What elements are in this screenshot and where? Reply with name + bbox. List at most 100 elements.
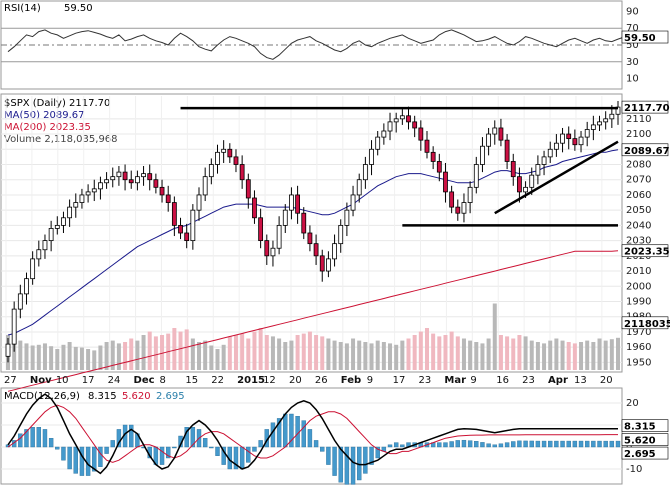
macd-hist-bar — [480, 442, 485, 448]
macd-hist-bar — [36, 427, 42, 448]
macd-hist-bar — [166, 446, 171, 459]
volume-bar — [289, 340, 294, 370]
volume-bar — [579, 342, 584, 370]
x-tick-label: 13 — [574, 375, 587, 386]
macd-hist-bar — [338, 446, 343, 483]
ma200-value-box: 2023.35 — [624, 247, 670, 258]
macd-hist-bar — [289, 413, 294, 448]
candle-down — [245, 179, 251, 199]
price-y-tick: 1970 — [626, 327, 651, 338]
macd-hist-bar — [369, 446, 374, 465]
hist-value-box: 2.695 — [624, 449, 656, 460]
candle-up — [79, 194, 85, 203]
macd-y-tick: 20 — [626, 398, 639, 409]
volume-legend: Volume 2,118,035,968 — [4, 134, 118, 145]
x-tick-label: Dec — [134, 375, 155, 386]
rsi-y-tick: 70 — [626, 23, 639, 34]
volume-bars — [6, 303, 620, 370]
macd-hist-bar — [492, 444, 497, 448]
price-y-tick: 2040 — [626, 220, 651, 231]
candle-up — [486, 133, 492, 147]
price-y-tick: 2110 — [626, 114, 651, 125]
macd-hist-bar — [498, 443, 504, 448]
macd-hist-bar — [104, 446, 109, 454]
macd-legend: MACD(12,26,9) 8.315 5.620 2.695 — [4, 391, 185, 402]
x-tick-label: 8 — [159, 375, 165, 386]
candle-up — [270, 247, 276, 257]
x-tick-label: Apr — [548, 375, 568, 386]
macd-hist-bar — [307, 429, 313, 448]
macd-hist-bar — [92, 446, 97, 472]
candlesticks — [5, 101, 621, 363]
candle-up — [467, 186, 473, 203]
volume-bar — [12, 342, 17, 370]
x-tick-label: 23 — [419, 375, 432, 386]
rsi-y-tick: 90 — [626, 6, 639, 17]
candle-up — [221, 148, 227, 153]
price-value-box-bg — [621, 100, 669, 114]
volume-bar — [455, 336, 460, 370]
macd-hist-bar — [159, 446, 165, 465]
volume-bar — [492, 303, 497, 370]
candle-up — [338, 224, 344, 245]
volume-bar — [597, 338, 602, 370]
candle-up — [326, 258, 331, 272]
macd-hist-bar — [283, 413, 288, 448]
signal-value-box-bg — [621, 433, 669, 446]
volume-bar — [542, 343, 547, 370]
ma200-legend: MA(200) 2023.35 — [4, 122, 91, 133]
macd-hist-bar — [486, 443, 491, 448]
candle-up — [54, 224, 60, 229]
volume-bar — [36, 344, 41, 370]
macd-hist-bar — [320, 446, 325, 452]
candle-up — [473, 164, 479, 188]
volume-bar — [461, 338, 466, 370]
volume-bar — [554, 338, 559, 370]
volume-bar — [424, 328, 429, 370]
candle-down — [264, 240, 270, 257]
candle-up — [48, 228, 54, 242]
volume-bar — [363, 342, 368, 370]
price-y-tick: 2000 — [626, 281, 651, 292]
candle-up — [399, 115, 405, 120]
volume-bar — [209, 345, 214, 370]
macd-hist-bar — [252, 446, 257, 452]
volume-bar — [24, 343, 29, 370]
volume-bar — [203, 340, 208, 370]
price-y-tick: 2010 — [626, 266, 651, 277]
macd-hist-bar — [584, 440, 590, 448]
volume-bar — [129, 338, 134, 370]
macd-hist-bar — [443, 442, 448, 448]
volume-bar — [603, 340, 608, 370]
candle-down — [159, 186, 165, 196]
macd-hist-bar — [48, 438, 54, 448]
macd-hist-bar — [85, 446, 91, 476]
candle-up — [276, 224, 282, 249]
candle-down — [430, 151, 436, 162]
macd-hist-bar — [246, 446, 251, 463]
volume-bar — [375, 340, 380, 370]
candle-down — [418, 127, 424, 141]
candle-up — [523, 186, 528, 193]
rsi-legend-value: 59.50 — [64, 3, 93, 14]
volume-bar — [351, 338, 356, 370]
candle-up — [535, 164, 541, 176]
rsi-legend: RSI(14) 59.50 — [4, 3, 93, 14]
candle-up — [547, 148, 553, 158]
macd-hist-bar — [529, 440, 534, 448]
volume-bar — [523, 336, 528, 370]
volume-bar — [616, 337, 620, 370]
candle-up — [590, 124, 596, 130]
macd-hist-bar — [332, 446, 337, 476]
macd-hist-bar — [375, 446, 380, 459]
candle-up — [85, 191, 91, 196]
volume-bar — [301, 333, 306, 370]
candle-down — [184, 232, 190, 242]
candle-up — [202, 176, 208, 196]
macd-hist-bar — [221, 446, 226, 465]
x-tick-label: 24 — [108, 375, 121, 386]
volume-bar — [92, 350, 97, 370]
candle-down — [412, 121, 418, 129]
volume-bar — [609, 339, 614, 370]
